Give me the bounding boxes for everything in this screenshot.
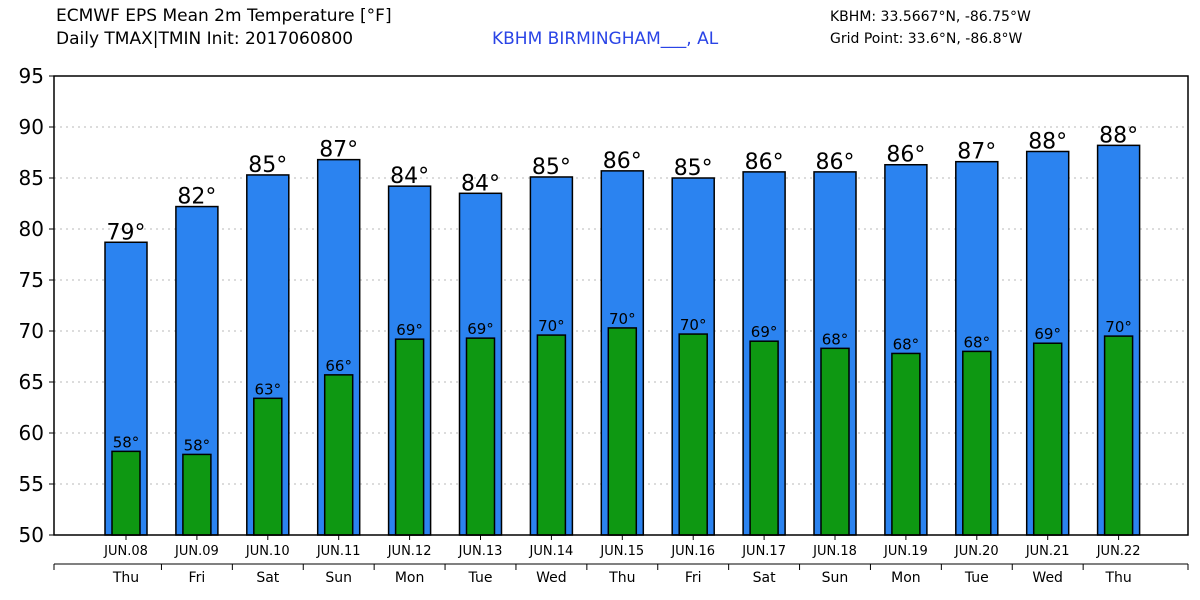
tmin-bar xyxy=(536,334,567,536)
tmin-bar xyxy=(607,327,638,536)
y-tick-label: 65 xyxy=(19,370,44,394)
tmin-bar xyxy=(1103,335,1134,536)
tmax-label: 85° xyxy=(532,155,571,180)
tmin-label: 69° xyxy=(467,320,494,338)
x-tick-label-weekday: Thu xyxy=(608,570,635,586)
grid-point: Grid Point: 33.6°N, -86.8°W xyxy=(830,31,1023,47)
x-tick-label-date: JUN.11 xyxy=(316,544,361,559)
x-tick-label-weekday: Fri xyxy=(189,570,206,586)
tmin-bar xyxy=(465,337,496,536)
tmin-label: 69° xyxy=(751,323,778,341)
x-tick-label-date: JUN.14 xyxy=(529,544,574,559)
tmin-bar xyxy=(182,453,212,536)
tmin-label: 70° xyxy=(609,310,636,328)
tmax-label: 84° xyxy=(461,171,500,196)
x-tick-label-date: JUN.13 xyxy=(458,544,503,559)
x-tick-label-weekday: Sun xyxy=(822,570,849,586)
tmin-bar xyxy=(111,450,141,536)
tmin-label: 70° xyxy=(538,317,565,335)
x-tick-label-date: JUN.20 xyxy=(954,544,999,559)
x-tick-label-date: JUN.18 xyxy=(812,544,857,559)
tmin-bar xyxy=(253,397,283,536)
tmin-label: 68° xyxy=(893,335,920,353)
x-tick-label-weekday: Mon xyxy=(891,570,921,586)
x-tick-label-weekday: Wed xyxy=(536,570,567,586)
tmin-bar xyxy=(749,340,779,536)
x-tick-label-weekday: Fri xyxy=(685,570,702,586)
x-tick-label-weekday: Wed xyxy=(1032,570,1063,586)
tmin-bar xyxy=(962,350,992,536)
x-tick-label-date: JUN.10 xyxy=(245,544,290,559)
y-tick-label: 60 xyxy=(19,421,44,445)
x-tick-label-weekday: Sun xyxy=(325,570,352,586)
tmax-label: 79° xyxy=(107,220,146,245)
x-tick-label-date: JUN.09 xyxy=(174,544,219,559)
chart-title: ECMWF EPS Mean 2m Temperature [°F] xyxy=(56,6,392,26)
tmin-label: 69° xyxy=(396,321,423,339)
x-tick-label-date: JUN.17 xyxy=(741,544,786,559)
tmin-label: 58° xyxy=(184,436,211,454)
x-tick-label-date: JUN.15 xyxy=(599,544,644,559)
tmax-label: 86° xyxy=(603,149,642,174)
x-tick-label-weekday: Thu xyxy=(1104,570,1131,586)
tmax-label: 86° xyxy=(816,150,855,175)
tmin-bar xyxy=(323,374,354,536)
plot-frame xyxy=(53,75,1189,536)
x-tick-label-weekday: Mon xyxy=(395,570,425,586)
tmin-label: 58° xyxy=(113,433,140,451)
tmin-bar xyxy=(394,338,425,536)
x-tick-label-weekday: Tue xyxy=(468,570,493,586)
tmin-label: 70° xyxy=(1105,318,1132,336)
tmax-label: 87° xyxy=(957,140,996,165)
y-tick-label: 85 xyxy=(19,166,44,190)
x-tick-label-weekday: Sat xyxy=(753,570,776,586)
tmax-label: 84° xyxy=(390,164,429,189)
tmin-bar xyxy=(678,333,708,536)
tmin-label: 69° xyxy=(1034,325,1061,343)
tmax-label: 86° xyxy=(886,143,925,168)
tmin-label: 70° xyxy=(680,316,707,334)
x-tick-label-date: JUN.16 xyxy=(670,544,715,559)
y-tick-label: 80 xyxy=(19,217,44,241)
chart-subtitle: Daily TMAX|TMIN Init: 2017060800 xyxy=(56,29,354,49)
y-tick-label: 70 xyxy=(19,319,44,343)
x-tick-label-weekday: Tue xyxy=(964,570,989,586)
y-tick-label: 95 xyxy=(19,64,44,88)
tmin-label: 63° xyxy=(255,380,282,398)
tmax-label: 82° xyxy=(177,185,216,210)
y-tick-label: 75 xyxy=(19,268,44,292)
station-name: KBHM BIRMINGHAM___, AL xyxy=(492,29,719,49)
station-coordinates: KBHM: 33.5667°N, -86.75°W xyxy=(830,9,1031,25)
tmin-label: 68° xyxy=(964,333,991,351)
x-tick-label-date: JUN.19 xyxy=(883,544,928,559)
x-tick-label-date: JUN.21 xyxy=(1025,544,1070,559)
tmin-label: 66° xyxy=(325,357,352,375)
tmax-label: 86° xyxy=(745,150,784,175)
x-tick-label-date: JUN.08 xyxy=(103,544,148,559)
tmax-label: 88° xyxy=(1099,123,1138,148)
y-tick-label: 90 xyxy=(19,115,44,139)
tmin-bar xyxy=(1032,342,1063,536)
tmax-label: 87° xyxy=(319,138,358,163)
x-tick-label-weekday: Sat xyxy=(256,570,279,586)
tmin-bar xyxy=(820,347,850,536)
tmax-label: 85° xyxy=(674,156,713,181)
tmax-label: 85° xyxy=(248,153,287,178)
y-tick-label: 50 xyxy=(19,523,44,547)
y-tick-label: 55 xyxy=(19,472,44,496)
x-tick-label-date: JUN.12 xyxy=(387,544,432,559)
tmax-label: 88° xyxy=(1028,129,1067,154)
x-tick-label-date: JUN.22 xyxy=(1096,544,1141,559)
tmin-label: 68° xyxy=(822,330,849,348)
x-tick-label-weekday: Thu xyxy=(112,570,139,586)
tmin-bar xyxy=(891,352,921,536)
